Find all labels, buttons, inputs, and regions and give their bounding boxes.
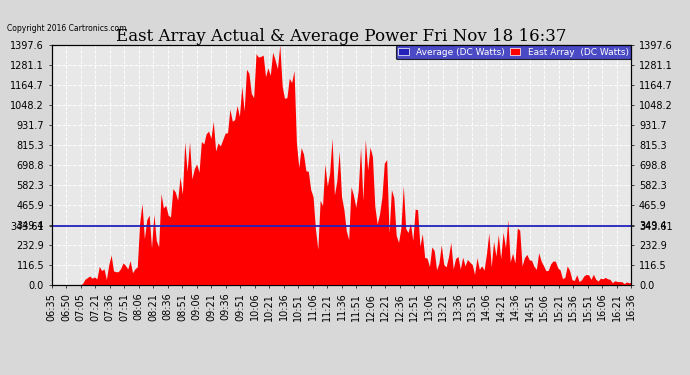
Text: Copyright 2016 Cartronics.com: Copyright 2016 Cartronics.com	[7, 24, 126, 33]
Legend: Average (DC Watts), East Array  (DC Watts): Average (DC Watts), East Array (DC Watts…	[395, 45, 631, 59]
Title: East Array Actual & Average Power Fri Nov 18 16:37: East Array Actual & Average Power Fri No…	[117, 28, 566, 45]
